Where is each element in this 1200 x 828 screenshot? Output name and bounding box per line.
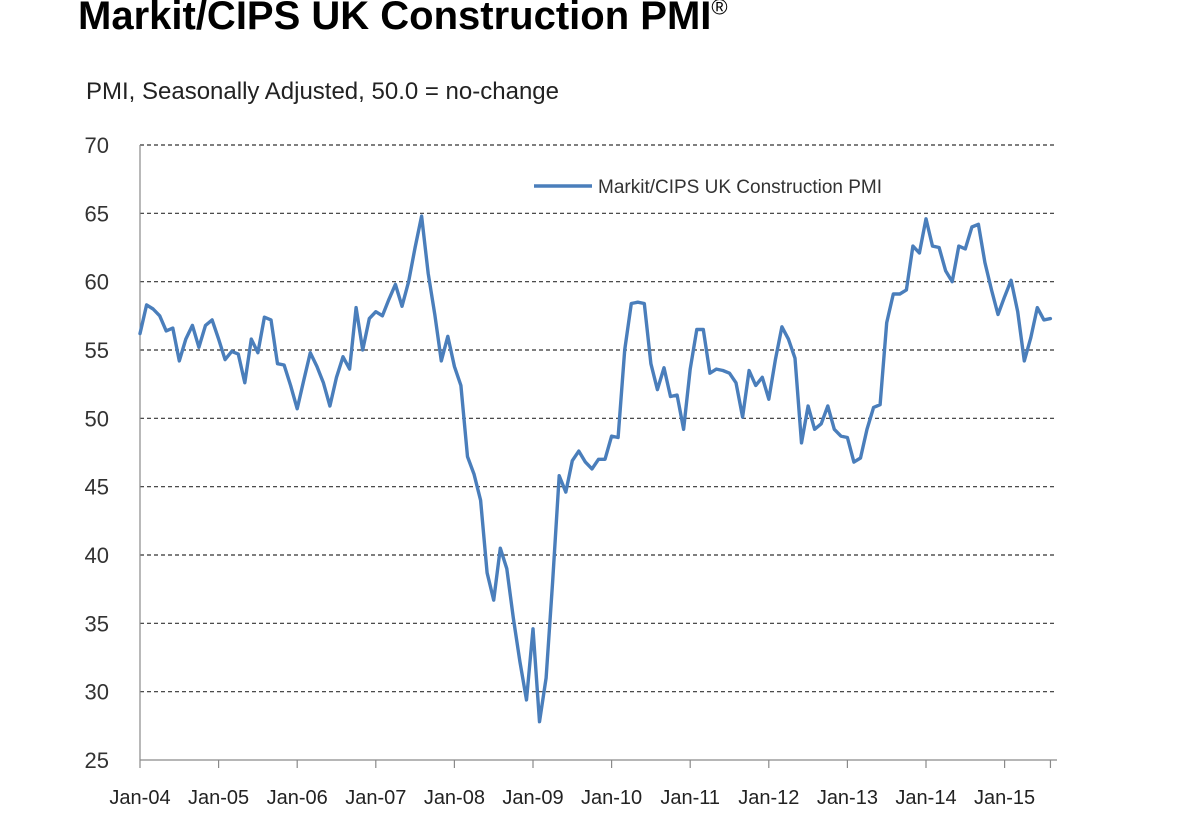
x-tick-label-Jan-08: Jan-08 (424, 787, 485, 809)
y-tick-label-40: 40 (85, 543, 109, 568)
registered-mark: ® (711, 0, 728, 20)
y-tick-label-60: 60 (85, 270, 109, 295)
y-tick-label-65: 65 (85, 201, 109, 226)
series-layer (138, 214, 1053, 724)
legend-label: Markit/CIPS UK Construction PMI (598, 177, 882, 198)
y-tick-label-45: 45 (85, 475, 109, 500)
y-tick-label-35: 35 (85, 611, 109, 636)
y-tick-label-55: 55 (85, 338, 109, 363)
y-tick-label-25: 25 (85, 748, 109, 773)
x-tick-label-Jan-04: Jan-04 (109, 787, 170, 809)
chart-title-text: Markit/CIPS UK Construction PMI (78, 0, 712, 38)
x-tick-label-Jan-11: Jan-11 (660, 787, 720, 809)
axes (139, 145, 1057, 768)
y-tick-label-50: 50 (85, 406, 109, 431)
x-tick-label-Jan-09: Jan-09 (502, 787, 563, 809)
y-tick-label-30: 30 (85, 680, 109, 705)
series-line-uk-construction-pmi (138, 214, 1053, 724)
x-tick-label-Jan-07: Jan-07 (345, 787, 406, 809)
legend: Markit/CIPS UK Construction PMI (534, 177, 882, 198)
x-tick-label-Jan-13: Jan-13 (817, 787, 878, 809)
x-tick-label-Jan-06: Jan-06 (267, 787, 328, 809)
x-tick-label-Jan-14: Jan-14 (895, 787, 956, 809)
x-tick-label-Jan-10: Jan-10 (581, 787, 642, 809)
x-axis-tick-labels: Jan-04 Jan-05 Jan-06 Jan-07 Jan-08 Jan-09 Jan-… (109, 787, 1035, 809)
y-axis-tick-labels: 25 30 35 40 45 50 55 60 65 70 (85, 133, 109, 773)
chart-subtitle: PMI, Seasonally Adjusted, 50.0 = no-chan… (86, 78, 559, 105)
chart-title: Markit/CIPS UK Construction PMI® (78, 0, 728, 40)
x-tick-label-Jan-05: Jan-05 (188, 787, 249, 809)
x-tick-label-Jan-15: Jan-15 (974, 787, 1035, 809)
gridlines (140, 144, 1057, 693)
x-tick-label-Jan-12: Jan-12 (738, 787, 799, 809)
y-tick-label-70: 70 (85, 133, 109, 158)
